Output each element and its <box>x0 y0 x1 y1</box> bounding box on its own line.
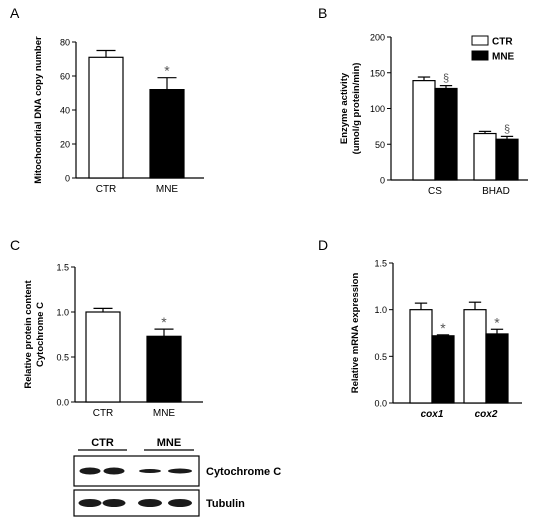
y-axis-label: Relative mRNA expression <box>350 273 361 394</box>
blot-band <box>168 468 192 474</box>
y-tick-label: 1.5 <box>374 259 387 269</box>
blot-group-label: MNE <box>157 437 181 449</box>
y-axis-label-line: Enzyme activity <box>339 72 350 144</box>
x-tick-label: CS <box>428 186 442 197</box>
panel-a: 0 20 40 60 80 Mitochondrial DNA copy number CT… <box>33 36 204 195</box>
x-tick-label: BHAD <box>482 186 510 197</box>
blot-band <box>78 499 102 507</box>
y-tick-label: 100 <box>370 104 385 114</box>
blot-band <box>103 467 125 475</box>
western-blot: CTR MNE Cytochrome C Tubulin <box>73 437 281 517</box>
legend-swatch <box>471 50 489 61</box>
bar <box>473 132 497 181</box>
legend-label: MNE <box>492 52 515 63</box>
blot-band <box>102 499 126 507</box>
y-axis-label-line: (umol/g protein/min) <box>351 63 362 155</box>
y-tick-label: 1.0 <box>374 305 387 315</box>
y-tick-label: 0.0 <box>56 398 69 408</box>
y-tick-label: 150 <box>370 68 385 78</box>
panel-d: 0.0 0.5 1.0 1.5 Relative mRNA expression * cox… <box>350 259 522 420</box>
bar <box>88 56 124 179</box>
bar <box>409 309 433 404</box>
y-tick-label: 50 <box>375 140 385 150</box>
y-tick-label: 0.5 <box>374 352 387 362</box>
y-tick-label: 80 <box>60 38 70 48</box>
y-tick-label: 200 <box>370 33 385 43</box>
x-tick-label: CTR <box>93 408 114 419</box>
y-tick-label: 0.5 <box>56 353 69 363</box>
bar <box>463 309 487 404</box>
y-axis-label-line: Cytochrome C <box>35 302 46 367</box>
blot-band <box>168 499 192 507</box>
bar <box>146 335 182 403</box>
bar <box>434 87 458 181</box>
bar <box>431 335 455 404</box>
y-axis-label: Mitochondrial DNA copy number <box>33 36 44 184</box>
x-tick-label: cox1 <box>421 409 444 420</box>
legend-swatch <box>471 35 489 46</box>
x-tick-label: CTR <box>96 184 117 195</box>
blot-band-label: Cytochrome C <box>206 466 281 478</box>
x-tick-label: cox2 <box>475 409 498 420</box>
significance-mark: * <box>440 320 446 336</box>
panel-letter-d: D <box>318 237 328 253</box>
blot-band <box>139 469 161 473</box>
bar <box>485 333 509 404</box>
legend-label: CTR <box>492 37 513 48</box>
y-tick-label: 20 <box>60 140 70 150</box>
y-tick-label: 1.5 <box>56 263 69 273</box>
blot-band <box>138 499 162 507</box>
significance-mark: * <box>494 314 500 330</box>
y-tick-label: 60 <box>60 72 70 82</box>
panel-c: 0.0 0.5 1.0 1.5 Relative protein content Cyto… <box>23 263 203 419</box>
blot-band-label: Tubulin <box>206 498 245 510</box>
y-tick-label: 1.0 <box>56 308 69 318</box>
y-axis-label-line: Relative protein content <box>23 280 34 389</box>
blot-band <box>79 467 101 475</box>
y-tick-label: 0 <box>65 174 70 184</box>
significance-mark: * <box>161 314 167 330</box>
blot-group-label: CTR <box>91 437 114 449</box>
y-tick-label: 40 <box>60 106 70 116</box>
y-tick-label: 0 <box>380 176 385 186</box>
x-tick-label: MNE <box>153 408 176 419</box>
bar <box>495 138 519 181</box>
significance-mark: § <box>504 123 510 135</box>
bar <box>149 88 185 179</box>
x-tick-label: MNE <box>156 184 179 195</box>
significance-mark: * <box>164 63 170 79</box>
panel-letter-c: C <box>10 237 20 253</box>
y-tick-label: 0.0 <box>374 399 387 409</box>
bar <box>85 311 121 403</box>
bar <box>412 80 436 181</box>
panel-letter-a: A <box>10 5 20 21</box>
panel-b: 0 50 100 150 200 Enzyme activity (umol/g prote… <box>339 33 528 197</box>
significance-mark: § <box>443 73 449 85</box>
panel-letter-b: B <box>318 5 327 21</box>
